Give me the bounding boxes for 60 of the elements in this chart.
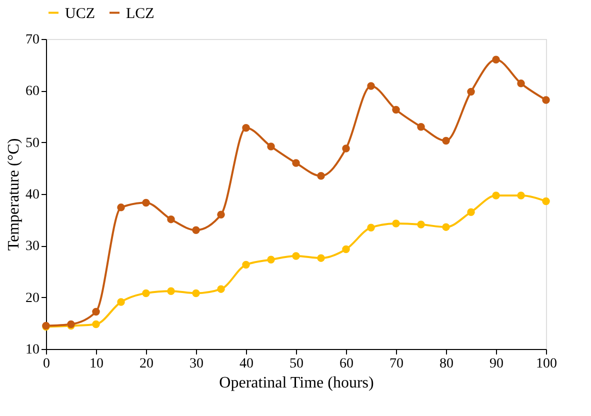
point: [367, 224, 375, 232]
point: [492, 56, 500, 64]
point: [417, 122, 425, 131]
y-axis-title: Temperature (°C): [6, 138, 22, 251]
x-tick-label: 90: [490, 356, 504, 372]
point: [217, 285, 225, 293]
x-tick-label: 10: [90, 356, 104, 372]
point: [467, 208, 475, 216]
point: [92, 320, 100, 328]
point: [342, 245, 350, 254]
point: [367, 82, 375, 90]
point: [417, 220, 425, 228]
y-tick-label: 70: [26, 32, 40, 48]
point: [392, 106, 400, 114]
y-tick-label: 40: [26, 188, 40, 202]
x-tick-label: 20: [140, 356, 154, 372]
point: [192, 289, 200, 298]
legend-label: LCZ: [126, 6, 154, 22]
point: [92, 308, 100, 316]
x-tick-label: 30: [190, 356, 204, 372]
point: [142, 198, 150, 207]
point: [267, 256, 275, 264]
x-tick-label: 50: [290, 356, 304, 372]
x-tick-label: 40: [240, 356, 254, 372]
x-tick-label: 0: [43, 356, 50, 372]
point: [192, 226, 200, 234]
y-tick-label: 20: [26, 290, 40, 306]
x-axis-title: Operatinal Time (hours): [219, 374, 374, 392]
y-tick-label: 30: [26, 239, 40, 254]
point: [317, 254, 325, 262]
point: [242, 260, 250, 269]
point: [542, 96, 550, 104]
point: [242, 124, 250, 132]
point: [517, 80, 525, 88]
point: [292, 252, 300, 260]
point: [267, 142, 275, 150]
point: [442, 223, 450, 231]
point: [342, 144, 350, 152]
point: [317, 172, 325, 180]
point: [217, 210, 225, 219]
x-tick-label: 80: [440, 356, 454, 372]
y-tick-label: 60: [26, 84, 40, 100]
point: [442, 136, 450, 145]
point: [492, 192, 500, 200]
legend-label: UCZ: [65, 6, 95, 22]
point: [392, 220, 400, 228]
x-tick-label: 60: [340, 356, 354, 372]
point: [167, 287, 175, 295]
point: [117, 204, 125, 212]
y-tick-label: 50: [26, 136, 40, 151]
x-tick-label: 70: [390, 356, 404, 372]
point: [517, 192, 525, 200]
point: [167, 215, 175, 224]
point: [142, 289, 150, 298]
point: [292, 159, 300, 167]
point: [467, 88, 475, 96]
point: [117, 298, 125, 306]
point: [542, 197, 550, 206]
x-tick-label: 100: [536, 356, 557, 372]
y-tick-label: 10: [26, 342, 40, 358]
